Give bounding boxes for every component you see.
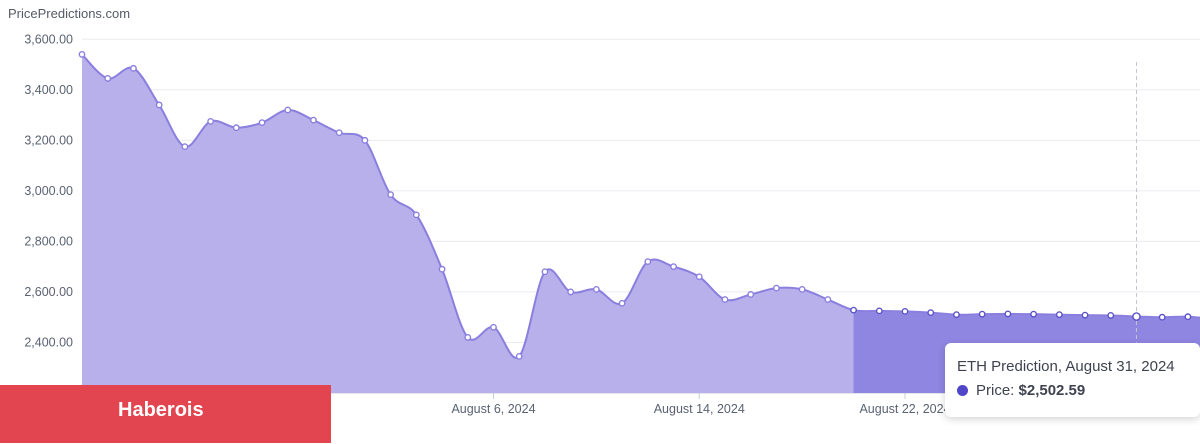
data-point[interactable] [181,143,189,151]
data-point[interactable] [155,101,163,109]
y-tick-label: 3,200.00 [24,133,73,147]
data-point[interactable] [438,265,446,273]
data-point[interactable] [207,117,214,125]
data-point[interactable] [1107,312,1115,319]
data-point[interactable] [927,309,935,317]
x-tick-label: August 14, 2024 [654,402,745,416]
price-tooltip: ETH Prediction, August 31, 2024 Price: $… [945,343,1200,417]
y-tick-label: 2,600.00 [24,285,73,299]
data-point[interactable] [644,258,652,266]
data-point[interactable] [901,307,909,315]
data-point[interactable] [104,75,112,82]
data-point[interactable] [824,296,832,303]
data-point[interactable] [747,291,755,298]
data-point[interactable] [670,263,677,271]
tooltip-title: ETH Prediction, August 31, 2024 [957,358,1175,375]
data-point[interactable] [387,191,395,199]
price-line [81,53,1200,359]
data-point[interactable] [1158,313,1166,321]
data-point[interactable] [978,310,986,318]
data-point[interactable] [721,296,729,303]
historical-area [82,54,1200,393]
data-point[interactable] [1004,310,1012,318]
data-point[interactable] [850,306,857,314]
data-point[interactable] [592,286,600,293]
data-point[interactable] [618,299,626,307]
data-point[interactable] [1184,313,1192,321]
data-point[interactable] [1081,311,1089,319]
y-tick-label: 2,800.00 [24,234,73,248]
data-point[interactable] [464,334,472,341]
data-point[interactable] [773,284,780,292]
data-point[interactable] [361,136,369,144]
data-point[interactable] [1055,311,1063,319]
y-tick-label: 2,400.00 [24,335,73,349]
x-tick-label: August 6, 2024 [451,402,535,416]
data-point[interactable] [567,288,575,296]
data-point[interactable] [541,268,549,276]
data-point[interactable] [953,311,960,319]
haberois-banner[interactable]: Haberois [0,385,331,443]
data-point[interactable] [130,64,137,72]
data-point[interactable] [78,51,86,58]
tooltip-price-value: $2,502.59 [1018,382,1086,399]
data-point[interactable] [258,119,266,127]
x-tick-label: August 22, 2024 [859,402,950,416]
data-point[interactable] [1030,310,1037,318]
data-point[interactable] [284,106,292,114]
data-point[interactable] [798,286,806,293]
y-tick-label: 3,400.00 [24,83,73,97]
data-point[interactable] [490,323,497,331]
data-points [78,51,1192,360]
data-point[interactable] [335,129,343,137]
y-axis: 2,200.002,400.002,600.002,800.003,000.00… [24,32,73,400]
highlighted-point[interactable] [1132,312,1141,321]
data-point[interactable] [232,124,240,132]
series-dot-icon [957,385,968,396]
data-point[interactable] [695,273,703,281]
tooltip-price-label: Price: [976,382,1015,399]
site-watermark: PricePredictions.com [8,6,131,21]
y-tick-label: 3,600.00 [24,32,73,46]
tooltip-price-row: Price: $2,502.59 [957,382,1085,399]
data-point[interactable] [310,116,317,124]
data-point[interactable] [515,352,523,360]
banner-text: Haberois [118,399,204,421]
data-point[interactable] [875,307,883,315]
y-tick-label: 3,000.00 [24,184,73,198]
data-point[interactable] [412,211,420,219]
